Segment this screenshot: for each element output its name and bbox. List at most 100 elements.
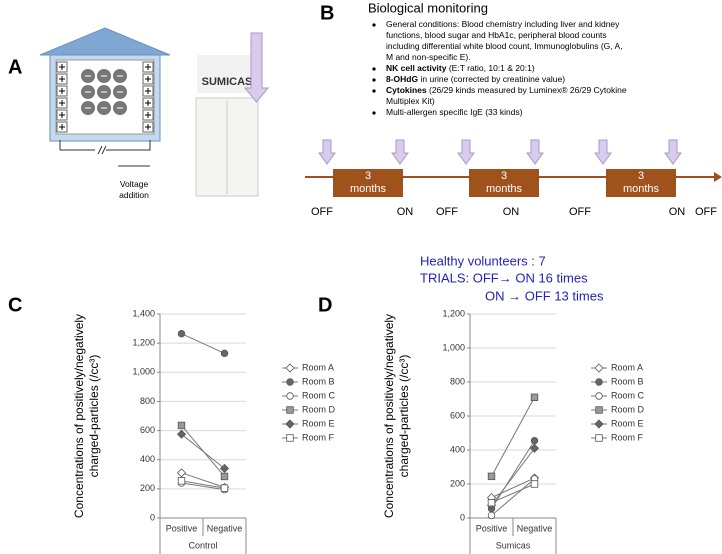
y-axis-label: Concentrations of positively/negatively	[382, 314, 396, 518]
summary: ON → OFF 13 times	[485, 288, 604, 303]
plus	[145, 88, 151, 94]
marker	[487, 511, 496, 520]
state-label: ON	[669, 206, 686, 218]
bullet-line: functions, blood sugar and HbA1c, periph…	[386, 30, 607, 40]
legend-label: Room E	[302, 418, 335, 428]
legend-label: Room B	[611, 376, 644, 386]
panel-letter: D	[318, 294, 332, 316]
plus	[145, 124, 151, 130]
arrow	[594, 139, 612, 165]
legend-marker	[595, 434, 603, 442]
label-line: Voltage	[120, 179, 149, 189]
legend-label: Room F	[302, 432, 335, 442]
marker	[220, 472, 229, 481]
big-arrow	[243, 32, 270, 103]
y-axis-label: charged-particles (/cc³)	[87, 355, 101, 478]
period-label: months	[350, 183, 387, 195]
bullet-text: functions, blood sugar and HbA1c, periph…	[386, 30, 607, 40]
state-label: OFF	[311, 206, 333, 218]
bullet-dot	[372, 111, 376, 115]
bullet-line: NK cell activity (E:T ratio, 10:1 & 20:1…	[386, 63, 535, 73]
bullet-bold: Cytokines	[386, 85, 427, 95]
series-line	[181, 472, 225, 488]
x-axis-label: Control	[188, 540, 217, 550]
y-tick-label: 1,000	[132, 367, 155, 377]
marker	[220, 484, 229, 492]
period-box	[606, 169, 676, 197]
marker	[220, 349, 229, 358]
marker	[530, 393, 539, 401]
y-tick-label: 800	[140, 396, 155, 406]
bullet-bold: 8-OHdG	[386, 74, 419, 84]
bullet-text: Multi-allergen specific IgE (33 kinds)	[386, 107, 523, 117]
x-tick-label: Positive	[166, 523, 198, 533]
bullet-text: Multiplex Kit)	[386, 96, 435, 106]
bullet-text: (E:T ratio, 10:1 & 20:1)	[446, 63, 534, 73]
period-label: 3	[501, 170, 507, 182]
y-axis-label: charged-particles (/cc³)	[397, 355, 411, 478]
x-tick-label: Negative	[517, 523, 553, 533]
bullet-dot	[372, 78, 376, 82]
arrow	[526, 139, 544, 165]
series-line	[491, 483, 535, 504]
bullet-text: General conditions: Blood chemistry incl…	[386, 19, 620, 29]
state-label: OFF	[569, 206, 591, 218]
series-line	[491, 397, 535, 477]
bullet-text: in urine (corrected by creatinine value)	[418, 74, 565, 84]
series-line	[491, 447, 535, 506]
legend-marker	[286, 392, 294, 400]
period-label: months	[623, 183, 660, 195]
timeline-head	[714, 172, 722, 182]
legend-label: Room E	[611, 418, 644, 428]
plus	[145, 76, 151, 82]
label-line: addition	[119, 190, 149, 200]
bullet-text: (26/29 kinds measured by Luminex® 26/29 …	[427, 85, 627, 95]
series-line	[181, 482, 225, 491]
bullet-dot	[372, 23, 376, 27]
y-tick-label: 0	[150, 512, 155, 522]
series-line	[181, 433, 225, 469]
legend-marker	[595, 378, 603, 386]
marker	[530, 480, 539, 488]
y-tick-label: 1,200	[132, 338, 155, 348]
bullet-line: General conditions: Blood chemistry incl…	[386, 19, 620, 29]
period-box	[469, 169, 539, 197]
arrow	[318, 139, 336, 165]
legend-marker	[594, 419, 604, 429]
bullet-line: Multi-allergen specific IgE (33 kinds)	[386, 107, 523, 117]
arrow	[457, 139, 475, 165]
plus	[145, 112, 151, 118]
state-label: ON	[503, 206, 520, 218]
series-line	[181, 480, 225, 489]
marker	[177, 329, 186, 338]
bullet-bold: NK cell activity	[386, 63, 447, 73]
y-tick-label: 200	[450, 478, 465, 488]
y-tick-label: 400	[140, 454, 155, 464]
period-label: months	[486, 183, 523, 195]
marker	[529, 443, 540, 453]
panel-letter: C	[8, 294, 22, 316]
period-label: 3	[638, 170, 644, 182]
y-tick-label: 0	[460, 512, 465, 522]
legend-marker	[595, 406, 603, 414]
state-label: OFF	[695, 206, 717, 218]
legend-label: Room A	[611, 362, 643, 372]
marker	[487, 498, 496, 507]
state-label: OFF	[436, 206, 458, 218]
legend-marker	[285, 419, 295, 429]
series-line	[491, 440, 535, 509]
summary: TRIALS: OFF→ ON 16 times	[420, 270, 588, 285]
logo: SUMICAS	[202, 76, 253, 88]
summary: Healthy volunteers : 7	[420, 253, 546, 268]
legend-marker	[286, 378, 294, 386]
charge-signs	[56, 61, 154, 133]
voltage-label: Voltage addition	[119, 179, 149, 200]
bullet-line: Cytokines (26/29 kinds measured by Lumin…	[386, 85, 627, 95]
marker	[177, 477, 186, 485]
period-box	[333, 169, 403, 197]
legend-marker	[285, 363, 295, 373]
bullet-line: 8-OHdG in urine (corrected by creatinine…	[386, 74, 565, 84]
plus	[59, 88, 65, 94]
monitoring-title: Biological monitoring	[368, 0, 488, 15]
